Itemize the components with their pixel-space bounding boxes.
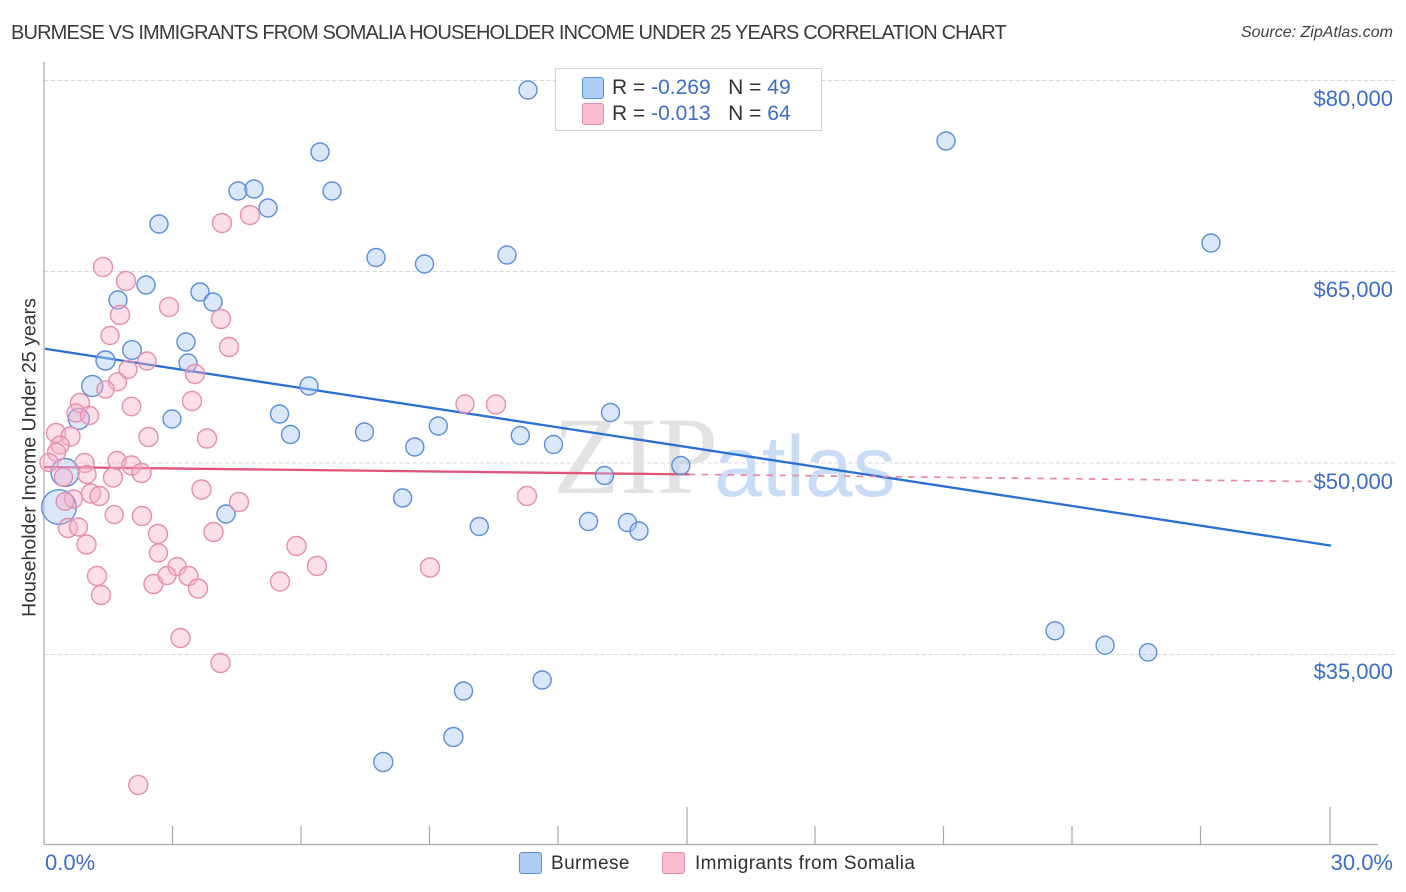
svg-text:atlas: atlas [714,419,896,515]
svg-text:ZIP: ZIP [553,395,718,517]
